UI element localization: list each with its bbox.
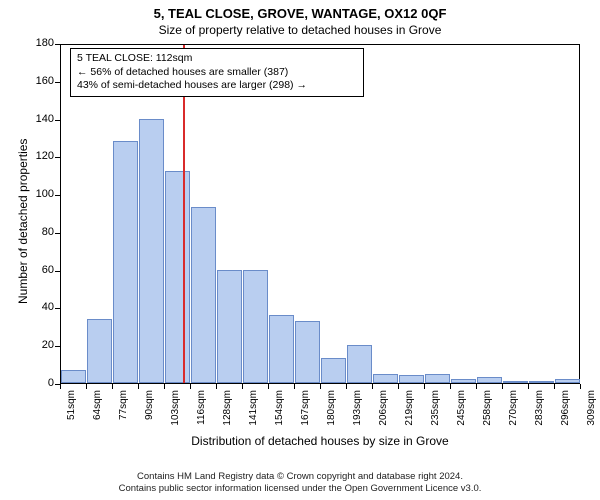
y-tick-label: 80: [24, 226, 54, 238]
histogram-bar: [477, 377, 502, 383]
x-tick-label: 51sqm: [66, 390, 77, 430]
x-tick-label: 258sqm: [482, 390, 493, 430]
x-tick: [398, 384, 399, 389]
x-tick: [320, 384, 321, 389]
histogram-bar: [321, 358, 346, 383]
x-tick: [242, 384, 243, 389]
y-tick-label: 180: [24, 37, 54, 49]
x-tick-label: 64sqm: [92, 390, 103, 430]
x-tick-label: 141sqm: [248, 390, 259, 430]
footer: Contains HM Land Registry data © Crown c…: [0, 466, 600, 500]
y-tick: [55, 44, 60, 45]
y-tick-label: 100: [24, 188, 54, 200]
y-axis-label: Number of detached properties: [16, 139, 30, 304]
y-tick: [55, 195, 60, 196]
info-line-3: 43% of semi-detached houses are larger (…: [77, 79, 357, 93]
y-tick-label: 160: [24, 75, 54, 87]
y-tick: [55, 82, 60, 83]
x-tick: [450, 384, 451, 389]
histogram-bar: [399, 375, 424, 383]
x-tick: [528, 384, 529, 389]
histogram-bar: [61, 370, 86, 383]
footer-line-1: Contains HM Land Registry data © Crown c…: [6, 471, 594, 483]
histogram-bar: [347, 345, 372, 383]
y-tick: [55, 120, 60, 121]
x-tick: [112, 384, 113, 389]
x-tick: [580, 384, 581, 389]
x-tick: [268, 384, 269, 389]
info-line-2: ← 56% of detached houses are smaller (38…: [77, 66, 357, 80]
y-tick-label: 40: [24, 301, 54, 313]
info-box: 5 TEAL CLOSE: 112sqm ← 56% of detached h…: [70, 48, 364, 97]
x-tick-label: 270sqm: [508, 390, 519, 430]
x-tick-label: 235sqm: [430, 390, 441, 430]
x-tick-label: 180sqm: [326, 390, 337, 430]
histogram-bar: [191, 207, 216, 383]
info-line-1: 5 TEAL CLOSE: 112sqm: [77, 52, 357, 66]
chart-title: 5, TEAL CLOSE, GROVE, WANTAGE, OX12 0QF: [0, 0, 600, 21]
x-tick-label: 219sqm: [404, 390, 415, 430]
histogram-bar: [243, 270, 268, 383]
x-tick: [372, 384, 373, 389]
y-tick-label: 0: [24, 377, 54, 389]
x-tick: [86, 384, 87, 389]
x-tick: [60, 384, 61, 389]
x-tick-label: 283sqm: [534, 390, 545, 430]
x-tick-label: 309sqm: [586, 390, 597, 430]
histogram-bar: [425, 374, 450, 383]
histogram-bar: [113, 141, 138, 383]
histogram-bar: [373, 374, 398, 383]
x-tick-label: 296sqm: [560, 390, 571, 430]
x-tick-label: 90sqm: [144, 390, 155, 430]
y-tick: [55, 233, 60, 234]
histogram-bar: [217, 270, 242, 383]
x-tick-label: 128sqm: [222, 390, 233, 430]
histogram-bar: [529, 381, 554, 383]
y-tick-label: 60: [24, 264, 54, 276]
x-tick: [502, 384, 503, 389]
histogram-bar: [139, 119, 164, 383]
histogram-bar: [451, 379, 476, 383]
x-axis-label: Distribution of detached houses by size …: [60, 434, 580, 448]
y-tick: [55, 308, 60, 309]
x-tick-label: 154sqm: [274, 390, 285, 430]
histogram-bar: [87, 319, 112, 383]
x-tick-label: 77sqm: [118, 390, 129, 430]
x-tick: [190, 384, 191, 389]
y-tick: [55, 157, 60, 158]
x-tick: [138, 384, 139, 389]
histogram-bar: [503, 381, 528, 383]
chart-container: { "title": "5, TEAL CLOSE, GROVE, WANTAG…: [0, 0, 600, 500]
x-tick: [424, 384, 425, 389]
x-tick-label: 193sqm: [352, 390, 363, 430]
x-tick: [164, 384, 165, 389]
footer-line-2: Contains public sector information licen…: [6, 483, 594, 495]
histogram-bar: [555, 379, 580, 383]
y-tick-label: 20: [24, 339, 54, 351]
x-tick: [554, 384, 555, 389]
y-tick-label: 120: [24, 150, 54, 162]
chart-subtitle: Size of property relative to detached ho…: [0, 21, 600, 37]
histogram-bar: [165, 171, 190, 383]
x-tick: [216, 384, 217, 389]
histogram-bar: [269, 315, 294, 383]
x-tick-label: 167sqm: [300, 390, 311, 430]
y-tick-label: 140: [24, 113, 54, 125]
x-tick-label: 116sqm: [196, 390, 207, 430]
y-tick: [55, 346, 60, 347]
histogram-bar: [295, 321, 320, 383]
x-tick-label: 103sqm: [170, 390, 181, 430]
x-tick-label: 245sqm: [456, 390, 467, 430]
x-tick-label: 206sqm: [378, 390, 389, 430]
x-tick: [346, 384, 347, 389]
y-tick: [55, 271, 60, 272]
x-tick: [294, 384, 295, 389]
x-tick: [476, 384, 477, 389]
